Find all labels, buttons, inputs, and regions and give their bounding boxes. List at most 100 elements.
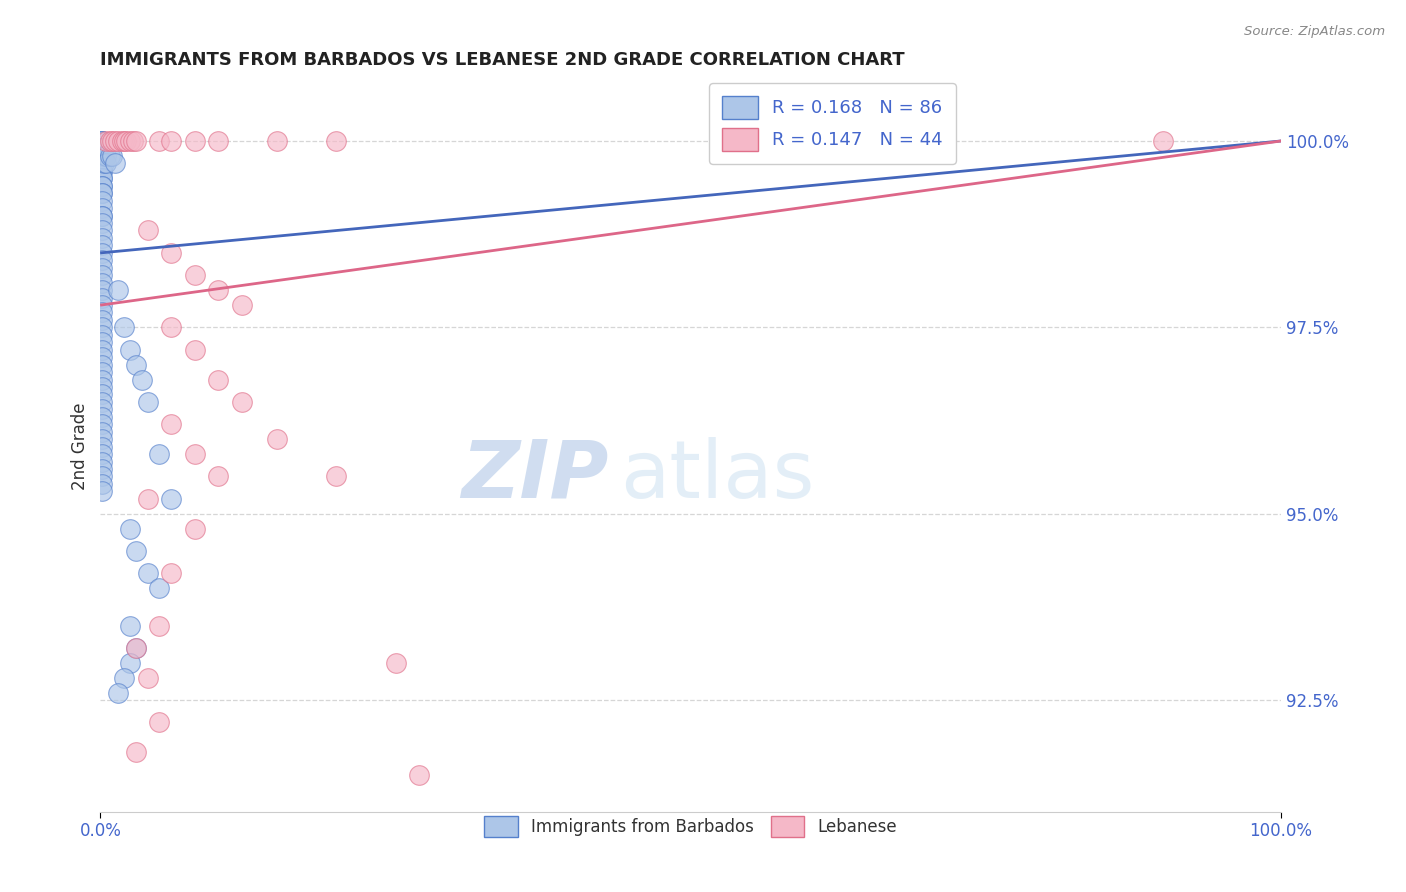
Point — [101, 149, 124, 163]
Point — [90, 134, 112, 148]
Point — [131, 372, 153, 386]
Point — [90, 178, 112, 193]
Point — [90, 141, 112, 155]
Legend: Immigrants from Barbados, Lebanese: Immigrants from Barbados, Lebanese — [478, 809, 904, 844]
Point — [90, 186, 112, 201]
Point — [90, 163, 112, 178]
Point — [90, 380, 112, 394]
Point — [93, 156, 115, 170]
Point — [90, 402, 112, 417]
Point — [90, 209, 112, 223]
Point — [148, 618, 170, 632]
Point — [90, 476, 112, 491]
Point — [136, 395, 159, 409]
Point — [184, 447, 207, 461]
Point — [90, 268, 112, 282]
Point — [325, 469, 347, 483]
Point — [98, 134, 121, 148]
Point — [125, 134, 148, 148]
Point — [118, 618, 141, 632]
Point — [125, 640, 148, 655]
Point — [107, 283, 129, 297]
Point — [118, 134, 141, 148]
Point — [90, 365, 112, 379]
Point — [90, 134, 112, 148]
Point — [90, 209, 112, 223]
Point — [90, 313, 112, 327]
Point — [90, 409, 112, 424]
Point — [231, 298, 253, 312]
Point — [90, 484, 112, 499]
Point — [103, 156, 125, 170]
Point — [90, 462, 112, 476]
Point — [207, 283, 229, 297]
Point — [90, 171, 112, 186]
Point — [93, 141, 115, 155]
Point — [90, 447, 112, 461]
Point — [148, 447, 170, 461]
Point — [90, 163, 112, 178]
Point — [160, 417, 183, 432]
Y-axis label: 2nd Grade: 2nd Grade — [72, 403, 89, 491]
Point — [207, 372, 229, 386]
Point — [112, 134, 135, 148]
Point — [90, 194, 112, 208]
Point — [90, 432, 112, 446]
Point — [184, 134, 207, 148]
Point — [160, 566, 183, 581]
Point — [384, 820, 406, 834]
Point — [101, 134, 124, 148]
Point — [1152, 134, 1174, 148]
Point — [90, 223, 112, 237]
Point — [112, 320, 135, 334]
Text: atlas: atlas — [620, 437, 814, 515]
Point — [90, 253, 112, 268]
Point — [96, 156, 118, 170]
Point — [325, 134, 347, 148]
Point — [90, 327, 112, 342]
Point — [90, 156, 112, 170]
Point — [90, 134, 112, 148]
Point — [266, 432, 288, 446]
Point — [148, 581, 170, 595]
Point — [107, 685, 129, 699]
Point — [231, 395, 253, 409]
Point — [90, 417, 112, 432]
Point — [90, 201, 112, 215]
Point — [90, 149, 112, 163]
Point — [90, 291, 112, 305]
Point — [90, 440, 112, 454]
Point — [148, 715, 170, 730]
Point — [90, 141, 112, 155]
Point — [96, 149, 118, 163]
Text: IMMIGRANTS FROM BARBADOS VS LEBANESE 2ND GRADE CORRELATION CHART: IMMIGRANTS FROM BARBADOS VS LEBANESE 2ND… — [100, 51, 905, 69]
Point — [115, 134, 138, 148]
Point — [90, 454, 112, 468]
Point — [160, 320, 183, 334]
Point — [90, 171, 112, 186]
Point — [266, 134, 288, 148]
Point — [90, 178, 112, 193]
Point — [90, 134, 112, 148]
Point — [160, 134, 183, 148]
Point — [136, 491, 159, 506]
Point — [90, 298, 112, 312]
Point — [90, 395, 112, 409]
Point — [90, 245, 112, 260]
Point — [148, 134, 170, 148]
Point — [90, 469, 112, 483]
Point — [160, 245, 183, 260]
Point — [184, 268, 207, 282]
Point — [90, 216, 112, 230]
Point — [90, 387, 112, 401]
Point — [107, 134, 129, 148]
Point — [90, 350, 112, 364]
Point — [207, 134, 229, 148]
Point — [408, 767, 430, 781]
Point — [90, 283, 112, 297]
Point — [103, 134, 125, 148]
Point — [90, 425, 112, 439]
Point — [118, 522, 141, 536]
Point — [118, 656, 141, 670]
Point — [90, 186, 112, 201]
